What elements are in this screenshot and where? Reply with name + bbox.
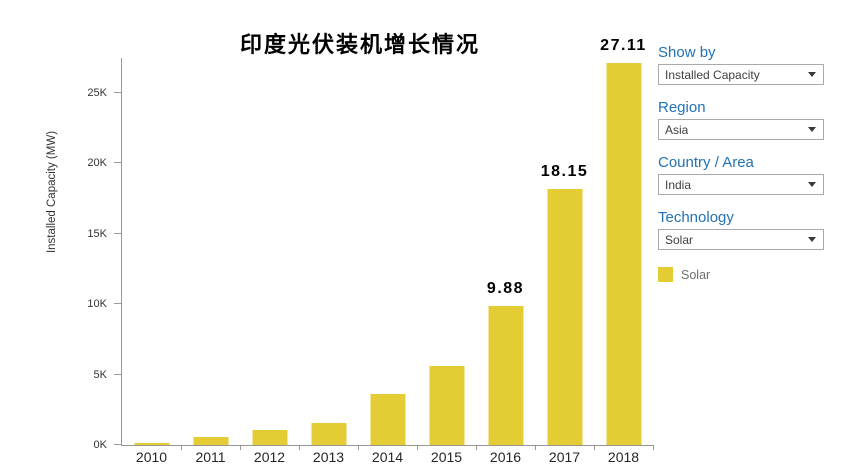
filter-panel: Show by Installed Capacity Region Asia Count… — [658, 44, 824, 282]
chevron-down-icon — [808, 237, 816, 242]
filter-group-region: Region Asia — [658, 99, 824, 140]
chart-title: 印度光伏装机增长情况 — [239, 32, 480, 57]
x-tick-mark — [180, 445, 182, 450]
bar-2013[interactable] — [311, 423, 346, 445]
dropdown-value-region: Asia — [665, 122, 689, 137]
y-tick-mark — [114, 92, 121, 93]
legend: Solar — [658, 267, 824, 282]
year-cell-2014: 2014 — [358, 58, 418, 465]
y-tick-mark — [114, 373, 121, 375]
bar-2016[interactable] — [488, 305, 523, 445]
filter-label-country-area: Country / Area — [658, 154, 754, 171]
y-tick-label-10K: 10K — [87, 298, 107, 311]
x-axis-label-2014: 2014 — [371, 449, 404, 465]
y-axis: 0K 5K 10K 15K 20K 25K — [0, 58, 121, 451]
year-cell-2017: 18.15 2017 — [535, 58, 595, 465]
x-tick-mark — [652, 445, 654, 450]
bar-2017[interactable] — [547, 189, 582, 445]
x-axis-label-2016: 2016 — [489, 449, 522, 465]
bar-value-label-2016: 9.88 — [486, 279, 525, 297]
chevron-down-icon — [808, 72, 816, 77]
x-tick-mark — [534, 445, 536, 450]
year-cell-2016: 9.88 2016 — [476, 58, 536, 465]
y-tick-mark — [114, 162, 121, 164]
x-axis-label-2013: 2013 — [312, 449, 345, 465]
legend-label[interactable]: Solar — [681, 267, 711, 282]
dropdown-country-area[interactable]: India — [658, 174, 824, 195]
y-tick-mark — [114, 303, 121, 305]
plot-area: 2010 2011 2012 2013 2014 2015 9.88 2016 18.15 201… — [121, 37, 654, 465]
legend-swatch[interactable] — [658, 267, 673, 282]
bar-2012[interactable] — [252, 430, 287, 445]
dropdown-value-country-area: India — [665, 177, 692, 192]
bar-2014[interactable] — [370, 393, 405, 445]
x-tick-mark — [416, 445, 418, 450]
filter-list: Show by Installed Capacity Region Asia Count… — [658, 44, 824, 250]
bar-value-label-2017: 18.15 — [540, 163, 589, 181]
filter-group-country-area: Country / Area India — [658, 154, 824, 195]
bar-2010[interactable] — [134, 443, 169, 445]
dropdown-value-technology: Solar — [665, 232, 694, 247]
y-tick-label-5K: 5K — [93, 368, 107, 381]
x-axis-label-2017: 2017 — [548, 449, 581, 465]
x-tick-mark — [298, 445, 300, 450]
x-tick-mark — [593, 445, 595, 450]
y-tick-label-20K: 20K — [87, 157, 107, 170]
filter-label-technology: Technology — [658, 209, 734, 226]
year-cell-2012: 2012 — [240, 58, 300, 465]
dropdown-technology[interactable]: Solar — [658, 229, 824, 250]
y-tick-label-25K: 25K — [87, 87, 107, 99]
year-cell-2010: 2010 — [122, 58, 182, 465]
x-axis-label-2011: 2011 — [195, 449, 226, 465]
x-tick-mark — [357, 445, 359, 450]
x-axis-label-2012: 2012 — [253, 449, 286, 465]
x-axis-label-2018: 2018 — [607, 449, 640, 465]
x-axis-label-2010: 2010 — [135, 449, 168, 465]
y-tick-mark — [114, 232, 121, 234]
dropdown-region[interactable]: Asia — [658, 119, 824, 140]
filter-label-region: Region — [658, 99, 706, 116]
filter-group-show-by: Show by Installed Capacity — [658, 44, 824, 85]
y-tick-mark — [114, 444, 121, 445]
chevron-down-icon — [808, 127, 816, 132]
year-cell-2015: 2015 — [417, 58, 477, 465]
year-cell-2018: 27.11 2018 — [594, 37, 654, 465]
y-tick-label-15K: 15K — [87, 227, 107, 240]
dropdown-value-show-by: Installed Capacity — [665, 67, 760, 82]
bar-value-label-2018: 27.11 — [600, 37, 647, 55]
bar-2011[interactable] — [193, 437, 228, 445]
dropdown-show-by[interactable]: Installed Capacity — [658, 64, 824, 85]
x-axis-label-2015: 2015 — [430, 449, 463, 465]
bar-2015[interactable] — [429, 366, 464, 445]
chevron-down-icon — [808, 182, 816, 187]
y-tick-label-0K: 0K — [93, 439, 107, 451]
filter-group-technology: Technology Solar — [658, 209, 824, 250]
year-cell-2013: 2013 — [299, 58, 359, 465]
filter-label-show-by: Show by — [658, 44, 716, 61]
bar-2018[interactable] — [606, 63, 641, 445]
x-tick-mark — [475, 445, 477, 450]
year-cell-2011: 2011 — [181, 58, 241, 465]
x-tick-mark — [239, 445, 241, 450]
